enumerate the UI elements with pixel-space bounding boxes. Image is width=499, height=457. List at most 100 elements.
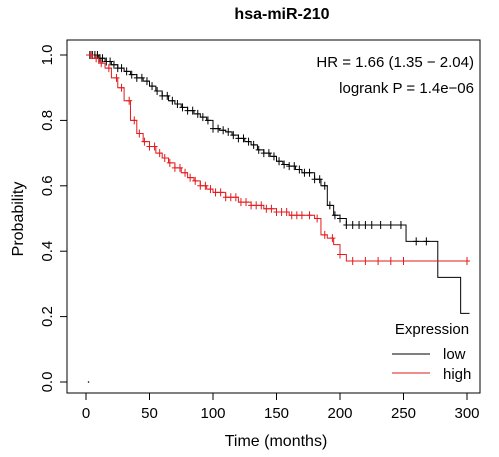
censor-mark-high [136,129,143,138]
series-layer [86,51,470,383]
censor-mark-high [202,181,209,190]
censor-mark-high [207,185,214,194]
censor-mark-low [311,175,318,184]
censor-mark-low [149,82,156,91]
censor-mark-low [143,77,150,86]
censor-mark-high [151,142,158,151]
censor-mark-high [329,234,336,243]
y-tick-label: 0.2 [39,306,56,327]
x-tick-label: 300 [454,405,479,422]
y-tick-label: 1.0 [39,45,56,66]
y-axis-label: Probability [10,182,27,257]
chart-title: hsa-miR-210 [234,6,329,23]
censor-mark-low [326,201,333,210]
censor-mark-low [260,149,267,158]
x-axis-label: Time (months) [225,433,328,450]
censor-mark-high [187,173,194,182]
censor-mark-low [138,73,145,82]
censor-mark-low [337,214,343,223]
legend: Expression low high [392,321,471,383]
censor-mark-high [293,211,300,220]
censor-mark-low [194,109,201,118]
censor-mark-low [250,140,257,149]
censor-mark-high [258,201,265,210]
censor-mark-high [88,51,95,59]
censor-mark-low [316,175,323,184]
censor-mark-high [298,211,305,220]
censor-mark-high [93,54,100,63]
censor-mark-high [171,163,178,172]
censor-mark-low [220,126,227,135]
legend-label-low: low [443,346,466,363]
censor-mark-low [276,157,283,166]
censor-mark-high [278,207,285,216]
censor-mark-high [283,207,290,216]
x-tick-label: 150 [264,405,289,422]
censor-mark-high [375,257,382,266]
censor-mark-low [356,221,363,230]
x-axis: 0 50 100 150 200 250 300 [82,393,480,422]
censor-mark-high [321,230,328,239]
censor-mark-high [227,193,234,202]
censor-mark-high [400,257,407,266]
censor-mark-low [397,221,404,230]
censor-mark-high [141,137,148,146]
censor-mark-low [210,124,216,133]
censor-mark-low [123,67,130,76]
censor-mark-low [270,152,277,161]
censor-mark-low [377,221,384,230]
censor-mark-high [161,154,168,163]
x-tick-label: 100 [200,405,225,422]
censor-mark-high [192,176,199,185]
censor-mark-high [182,168,189,177]
censor-mark-low [240,134,247,143]
censor-mark-low [245,137,252,146]
x-tick-label: 0 [82,405,90,422]
censor-mark-high [253,201,260,210]
legend-title: Expression [395,321,469,338]
censor-mark-low [387,221,394,230]
y-tick-label: 0.4 [39,241,56,262]
censor-mark-high [105,64,112,73]
censor-mark-low [301,168,308,177]
censor-mark-low [199,113,206,122]
censor-mark-low [255,145,262,154]
censor-mark-high [146,142,153,151]
censor-mark-low [164,91,171,100]
censor-mark-low [291,162,298,171]
censor-mark-high [263,204,270,213]
censor-mark-low [179,103,186,112]
censor-mark-low [235,134,242,143]
origin-point [87,381,90,383]
censor-mark-low [321,181,328,190]
censor-mark-low [343,221,350,230]
y-tick-label: 0.0 [39,372,56,393]
censor-mark-low [349,221,356,230]
censor-mark-low [128,70,135,79]
censor-mark-high [176,163,183,172]
censor-mark-low [265,149,272,158]
censor-mark-high [113,73,120,82]
censor-mark-low [204,116,211,125]
censor-mark-low [99,54,106,63]
censor-mark-high [156,149,163,158]
censor-mark-high [387,257,394,266]
censor-mark-low [118,64,125,73]
censor-mark-low [368,221,375,230]
censor-mark-low [154,86,161,95]
censor-mark-high [98,59,105,68]
censor-mark-high [314,214,321,223]
censor-mark-high [232,193,239,202]
censor-mark-high [248,201,255,210]
hr-annotation: HR = 1.66 (1.35 − 2.04) [316,54,474,71]
censor-mark-high [337,250,343,259]
censor-mark-low [423,237,430,246]
censor-mark-low [296,165,303,174]
censor-mark-high [217,188,224,197]
censor-mark-low [362,221,369,230]
censor-mark-low [94,51,101,59]
censor-mark-high [197,181,204,190]
censor-mark-low [286,162,293,171]
censor-mark-low [306,168,313,177]
